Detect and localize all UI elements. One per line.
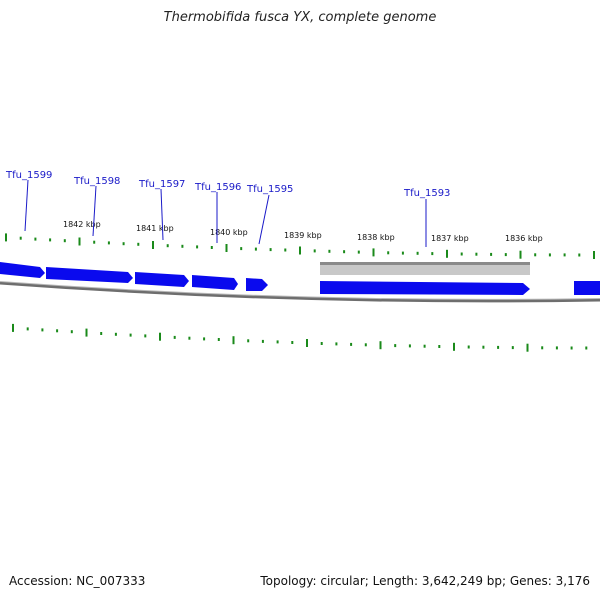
gene-label[interactable]: Tfu_1597 xyxy=(138,179,185,190)
gene-arrow[interactable] xyxy=(46,267,133,283)
leader-line xyxy=(24,179,29,232)
gene-arrow[interactable] xyxy=(0,262,45,278)
gene-arrow[interactable] xyxy=(320,281,530,295)
kbp-label: 1842 kbp xyxy=(63,220,101,229)
highlighted-gene-top-edge xyxy=(320,262,530,265)
genome-summary-text: Topology: circular; Length: 3,642,249 bp… xyxy=(260,574,590,588)
gene-track xyxy=(0,262,600,295)
gene-label[interactable]: Tfu_1595 xyxy=(246,184,293,195)
genome-backbone-highlight xyxy=(0,281,600,300)
gene-labels: Tfu_1599 Tfu_1598 Tfu_1597 Tfu_1596 Tfu_… xyxy=(5,170,450,199)
gene-arrow[interactable] xyxy=(135,272,189,287)
gene-label[interactable]: Tfu_1598 xyxy=(73,176,120,187)
tick-row-inner xyxy=(12,323,588,352)
kbp-label: 1841 kbp xyxy=(136,224,174,233)
tick-row-outer xyxy=(5,233,595,259)
map-title: Thermobifida fusca YX, complete genome xyxy=(163,10,437,25)
leader-line xyxy=(258,194,270,245)
kbp-label: 1838 kbp xyxy=(357,233,395,242)
gene-arrow[interactable] xyxy=(246,278,268,291)
leader-line xyxy=(160,188,164,241)
gene-label[interactable]: Tfu_1593 xyxy=(403,188,450,199)
kbp-label: 1840 kbp xyxy=(210,228,248,237)
kbp-label: 1836 kbp xyxy=(505,234,543,243)
accession-text: Accession: NC_007333 xyxy=(9,574,146,588)
gene-arrow[interactable] xyxy=(192,275,238,290)
kbp-label: 1839 kbp xyxy=(284,231,322,240)
gene-label-leaders xyxy=(24,179,427,247)
kbp-labels: 1842 kbp 1841 kbp 1840 kbp 1839 kbp 1838… xyxy=(63,220,543,243)
leader-line xyxy=(92,185,97,237)
genome-backbone xyxy=(0,281,600,303)
kbp-label: 1837 kbp xyxy=(431,234,469,243)
gene-label[interactable]: Tfu_1596 xyxy=(194,182,241,193)
highlighted-gene[interactable] xyxy=(320,262,530,275)
gene-arrow[interactable] xyxy=(574,281,600,295)
gene-label[interactable]: Tfu_1599 xyxy=(5,170,52,181)
